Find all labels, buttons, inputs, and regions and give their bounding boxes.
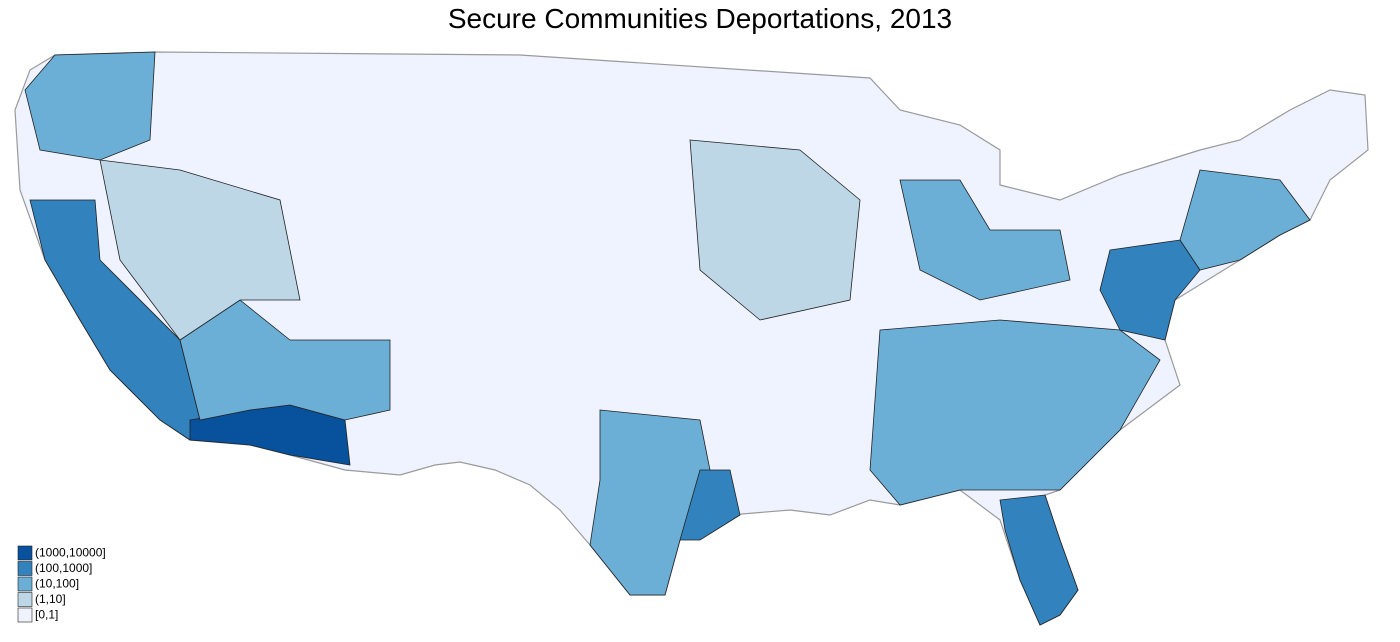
legend-label: [0,1] — [35, 608, 58, 622]
northeast — [1179, 169, 1311, 271]
map-title: Secure Communities Deportations, 2013 — [448, 3, 952, 34]
legend-swatch — [17, 561, 33, 576]
legend-swatch — [17, 545, 33, 561]
legend-swatch — [17, 592, 33, 607]
texas — [589, 409, 721, 596]
southeast — [869, 319, 1161, 506]
legend-label: (1000,10000] — [35, 546, 106, 560]
arizona-nevada — [179, 299, 391, 421]
legend-label: (1,10] — [35, 592, 66, 606]
midwest — [689, 139, 861, 321]
texas-coast — [679, 469, 741, 541]
legend-swatch — [17, 576, 33, 592]
great-lakes — [899, 179, 1071, 301]
pacific-northwest — [24, 51, 156, 161]
florida — [999, 494, 1079, 626]
legend-label: (10,100] — [35, 577, 79, 591]
legend: (1000,10000](100,1000] (10,100](1,10] [0,1… — [17, 545, 106, 623]
legend-swatch — [17, 607, 33, 623]
legend-label: (100,1000] — [35, 561, 92, 575]
great-basin — [99, 159, 301, 341]
